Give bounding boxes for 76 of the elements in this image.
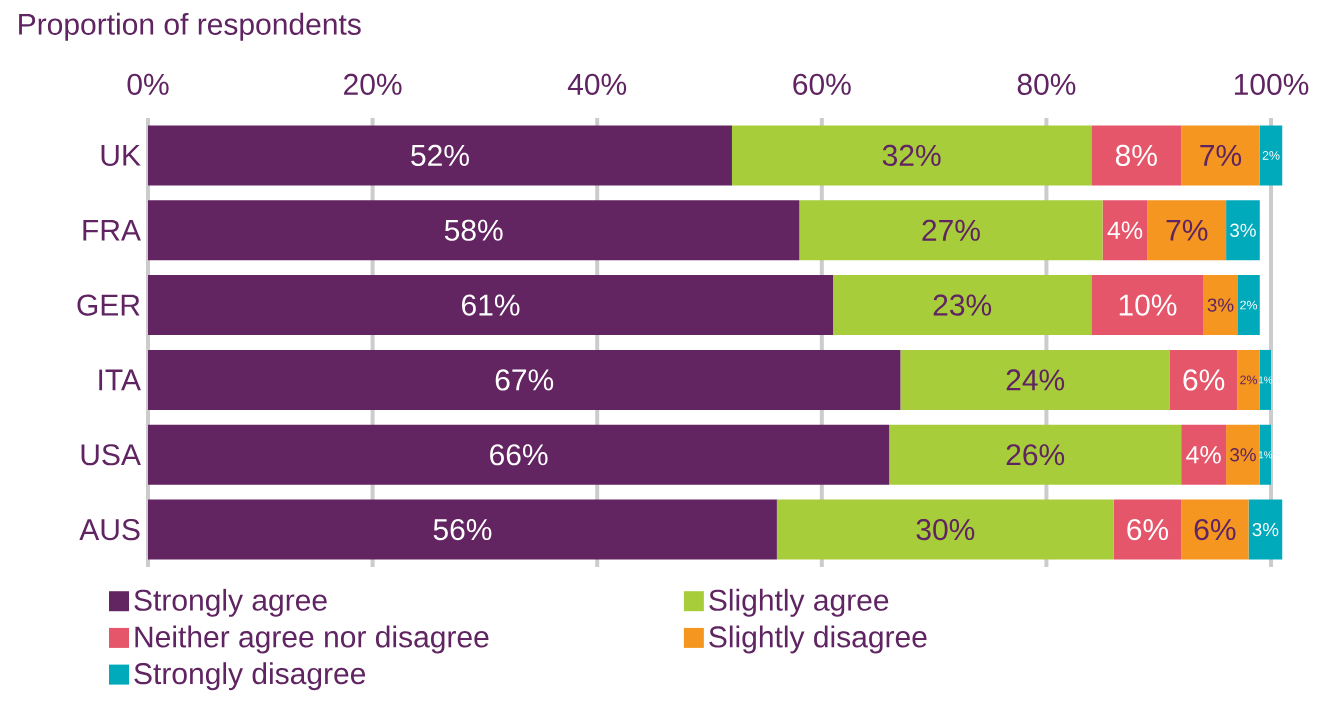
bar [1147,200,1227,261]
bar [1181,499,1249,560]
bar [148,125,732,186]
data-label: 3% [1207,298,1234,312]
x-tick-label: 60% [793,73,851,95]
bar [776,499,1114,560]
data-label: 8% [1115,144,1157,167]
y-tick-label: FRA [83,219,141,241]
bar [1102,200,1148,261]
y-tick-label: AUS [79,518,140,541]
data-label: 30% [916,518,975,541]
data-label: 2% [1240,375,1258,385]
x-axis-title: Proportion of respondents [19,12,361,41]
data-label: 3% [1230,223,1256,237]
data-label: 61% [462,294,520,316]
bar [799,200,1103,261]
bar [1226,200,1260,261]
bar [833,275,1092,336]
bar [1259,349,1272,410]
data-label: 67% [495,369,554,391]
data-label: 6% [1127,518,1169,541]
bar [1169,349,1238,410]
legend-label: Slightly agree [709,588,889,617]
data-label: 7% [1200,144,1242,166]
bar [1226,424,1260,485]
bar [148,349,901,410]
bar [1237,275,1260,336]
y-tick-label: USA [81,444,141,466]
bar [1091,125,1182,186]
x-tick-label: 40% [567,73,627,95]
bar [1113,499,1182,560]
data-label: 66% [490,444,548,466]
legend-label: Strongly agree [134,588,327,617]
x-tick-label: 20% [344,73,402,95]
data-label: 52% [411,144,469,167]
bar [1181,424,1227,485]
data-label: 32% [882,144,941,167]
bar [148,200,800,261]
data-label: 27% [922,219,980,241]
bar [1259,424,1272,485]
data-label: 3% [1252,522,1279,537]
data-label: 23% [933,294,992,316]
bar [889,424,1182,485]
legend-label: Neither agree nor disagree [135,625,489,654]
data-label: 7% [1166,219,1208,241]
bar [1091,275,1204,336]
bar [148,275,834,336]
bar [900,349,1170,410]
bar [148,424,890,485]
y-tick-label: GER [77,294,140,316]
y-tick-label: UK [101,144,141,166]
data-label: 2% [1240,300,1258,310]
data-label: 2% [1262,151,1280,160]
data-label: 3% [1230,448,1256,462]
data-label: 6% [1183,369,1225,391]
bar [1248,499,1283,560]
data-label: 26% [1006,444,1065,466]
bar [148,499,777,560]
data-label: 56% [433,518,492,541]
data-label: 4% [1186,446,1221,464]
bar [1259,125,1283,186]
bar [1203,275,1238,336]
legend-label: Slightly disagree [709,625,927,654]
x-tick-label: 80% [1017,73,1076,95]
y-tick-label: ITA [99,369,141,391]
bar [1237,349,1260,410]
bar [1181,125,1260,186]
data-label: 58% [444,219,503,241]
legend-label: Strongly disagree [134,662,366,691]
data-label: 6% [1194,518,1236,541]
data-label: 10% [1119,294,1177,316]
data-label: 24% [1006,369,1065,391]
bar [731,125,1092,186]
x-tick-label: 100% [1234,73,1309,95]
x-tick-label: 0% [127,73,169,95]
data-label: 4% [1107,221,1143,239]
